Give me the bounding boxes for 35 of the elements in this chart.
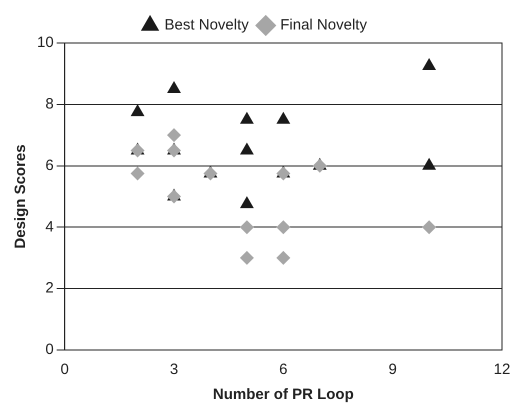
point: [203, 166, 218, 180]
y-axis-title: Design Scores: [12, 144, 30, 249]
x-tick-label: 3: [170, 361, 178, 378]
point: [240, 142, 254, 154]
legend-label: Final Novelty: [280, 16, 368, 34]
x-tick-label: 9: [388, 361, 397, 378]
point: [240, 250, 254, 265]
y-tick-label: 2: [45, 280, 54, 297]
point: [422, 58, 436, 70]
point: [276, 220, 290, 234]
point: [276, 250, 290, 265]
x-axis-title: Number of PR Loop: [212, 386, 354, 404]
legend-label: Best Novelty: [164, 16, 250, 34]
point: [130, 166, 145, 180]
point: [276, 166, 290, 180]
point: [167, 143, 182, 158]
point: [422, 220, 436, 234]
y-tick-label: 10: [36, 34, 54, 52]
x-tick-label: 0: [60, 361, 69, 378]
point: [276, 112, 290, 124]
y-tick-label: 6: [45, 156, 54, 174]
point: [312, 158, 327, 173]
x-tick-label: 12: [494, 361, 510, 378]
y-tick-label: 8: [45, 96, 54, 113]
y-tick-label: 4: [45, 218, 54, 236]
point: [167, 190, 182, 204]
y-tick-label: 0: [45, 341, 54, 358]
point: [167, 81, 181, 94]
point: [130, 104, 144, 116]
x-tick-label: 6: [279, 361, 288, 378]
point: [240, 196, 254, 208]
point: [240, 112, 254, 124]
point: [130, 143, 145, 158]
point: [240, 220, 254, 234]
point: [422, 158, 436, 170]
